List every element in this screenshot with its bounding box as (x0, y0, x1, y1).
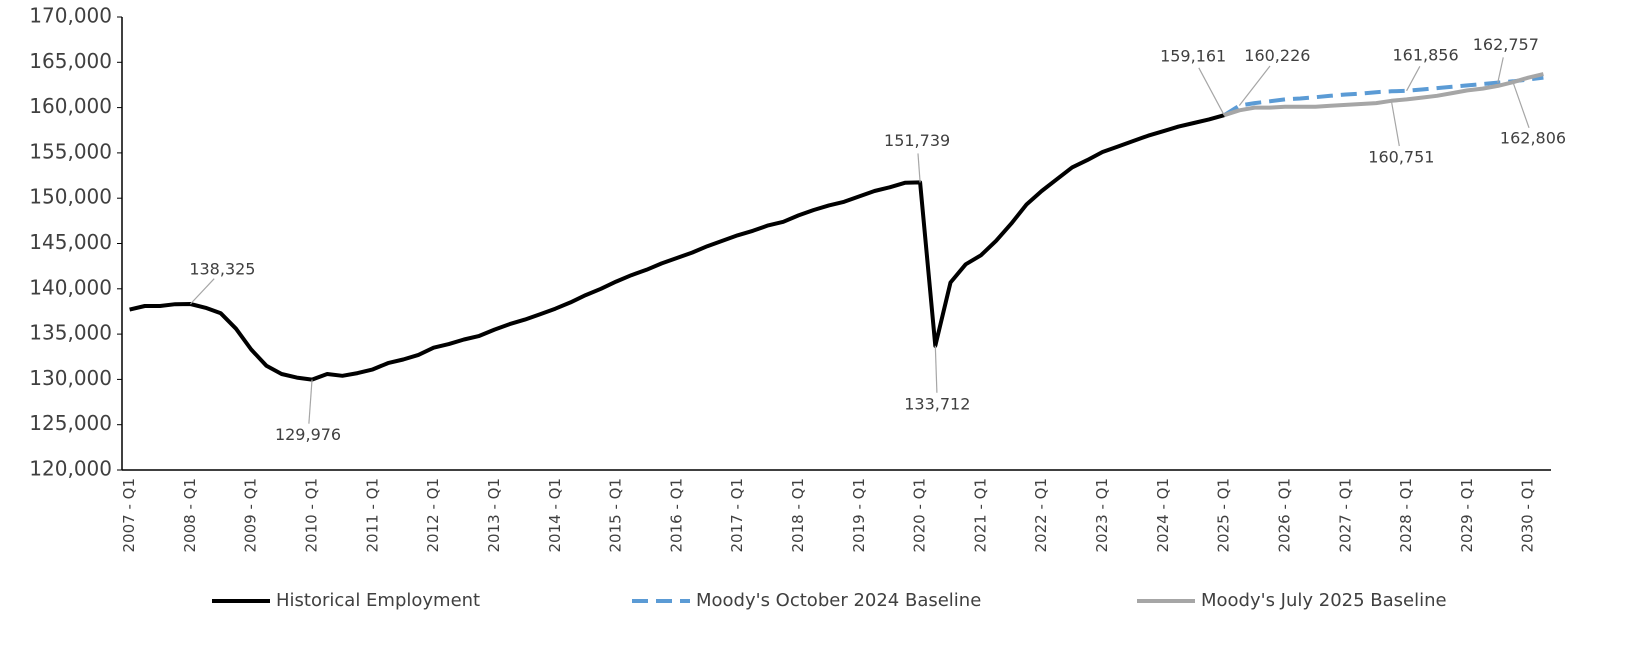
y-tick-label: 130,000 (29, 366, 112, 390)
x-tick-label: 2009 - Q1 (242, 478, 260, 552)
x-tick-label: 2017 - Q1 (728, 478, 746, 552)
x-tick-label: 2027 - Q1 (1336, 478, 1354, 552)
y-tick-label: 135,000 (29, 321, 112, 345)
x-tick-label: 2012 - Q1 (424, 478, 442, 552)
legend-label: Moody's October 2024 Baseline (696, 590, 981, 611)
x-tick-label: 2021 - Q1 (971, 478, 989, 552)
x-tick-label: 2010 - Q1 (303, 478, 321, 552)
x-tick-label: 2019 - Q1 (850, 478, 868, 552)
leader-line (308, 379, 313, 424)
y-tick-label: 165,000 (29, 49, 112, 73)
y-tick-label: 155,000 (29, 139, 112, 163)
x-tick-label: 2026 - Q1 (1275, 478, 1293, 552)
leader-line (1238, 65, 1271, 106)
leader-line (1512, 81, 1530, 129)
data-label: 160,226 (1244, 46, 1310, 65)
x-tick-label: 2022 - Q1 (1032, 478, 1050, 552)
x-tick-label: 2014 - Q1 (546, 478, 564, 552)
leader-line (1406, 66, 1421, 92)
y-tick-label: 120,000 (29, 457, 112, 481)
x-tick-label: 2023 - Q1 (1093, 478, 1111, 552)
x-tick-label: 2028 - Q1 (1397, 478, 1415, 552)
y-tick-label: 150,000 (29, 185, 112, 209)
x-tick-label: 2013 - Q1 (485, 478, 503, 552)
x-tick-label: 2015 - Q1 (607, 478, 625, 552)
series-line (1223, 72, 1544, 118)
leader-line (917, 153, 921, 183)
data-label: 162,806 (1500, 129, 1566, 148)
x-tick-label: 2011 - Q1 (363, 478, 381, 552)
x-tick-label: 2029 - Q1 (1458, 478, 1476, 552)
leader-line (1390, 100, 1400, 147)
legend-label: Moody's July 2025 Baseline (1201, 590, 1447, 611)
series-line (1223, 75, 1544, 117)
series-line (129, 113, 1225, 382)
x-tick-label: 2007 - Q1 (120, 478, 138, 552)
data-label: 129,976 (275, 425, 341, 444)
data-label: 151,739 (884, 131, 950, 150)
x-tick-label: 2030 - Q1 (1519, 478, 1537, 552)
x-tick-label: 2025 - Q1 (1215, 478, 1233, 552)
legend-label: Historical Employment (276, 590, 480, 611)
leader-line (1198, 67, 1225, 116)
x-tick-label: 2020 - Q1 (911, 478, 929, 552)
leader-line (189, 278, 215, 305)
data-label: 160,751 (1368, 147, 1434, 166)
x-tick-label: 2016 - Q1 (667, 478, 685, 552)
leader-line (934, 345, 938, 393)
x-tick-label: 2024 - Q1 (1154, 478, 1172, 552)
y-tick-label: 125,000 (29, 411, 112, 435)
leader-line (1497, 57, 1504, 83)
data-label: 161,856 (1392, 45, 1458, 64)
x-tick-label: 2008 - Q1 (181, 478, 199, 552)
data-label: 138,325 (189, 259, 255, 278)
data-label: 133,712 (904, 394, 970, 413)
y-tick-label: 160,000 (29, 94, 112, 118)
x-tick-label: 2018 - Q1 (789, 478, 807, 552)
y-tick-label: 170,000 (29, 4, 112, 28)
y-tick-label: 140,000 (29, 275, 112, 299)
y-tick-label: 145,000 (29, 230, 112, 254)
data-label: 162,757 (1473, 35, 1539, 54)
data-label: 159,161 (1160, 47, 1226, 66)
